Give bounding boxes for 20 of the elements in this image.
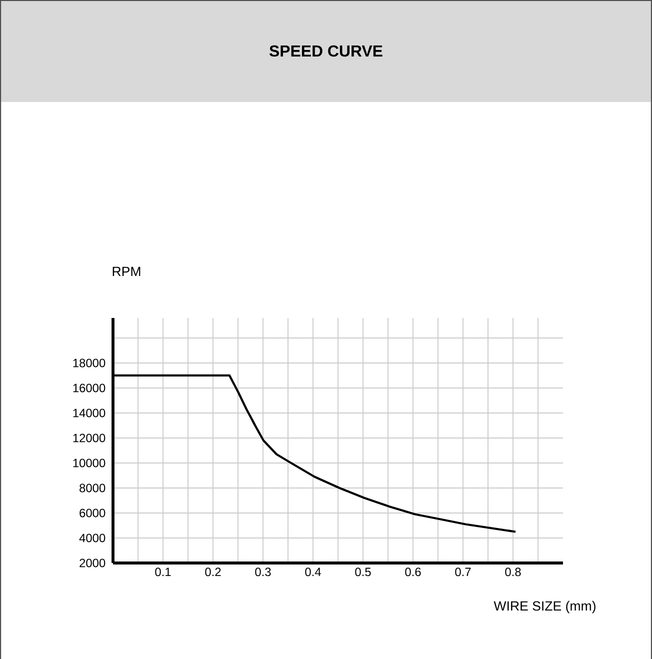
y-tick-label: 8000: [80, 484, 106, 492]
y-tick-label: 18000: [73, 358, 106, 368]
y-tick-label: 16000: [73, 384, 106, 392]
x-tick-label: 0.4: [305, 568, 321, 576]
chart-title: SPEED CURVE: [269, 45, 382, 57]
y-axis-title: RPM: [112, 266, 140, 276]
y-tick-label: 6000: [80, 508, 106, 518]
x-tick-label: 0.2: [205, 568, 221, 576]
y-tick-label: 4000: [79, 534, 106, 542]
x-tick-label: 0.3: [255, 568, 271, 576]
x-tick-label: 0.5: [355, 568, 371, 576]
x-axis-title: WIRE SIZE (mm): [494, 600, 596, 614]
y-tick-label: 2000: [80, 558, 106, 568]
x-tick-label: 0.1: [155, 568, 171, 576]
y-tick-label: 10000: [73, 458, 106, 468]
y-tick-label: 12000: [73, 434, 106, 442]
x-tick-label: 0.6: [405, 568, 421, 576]
x-tick-label: 0.7: [455, 568, 471, 576]
y-tick-label: 14000: [73, 408, 106, 418]
x-tick-label: 0.8: [505, 568, 521, 576]
